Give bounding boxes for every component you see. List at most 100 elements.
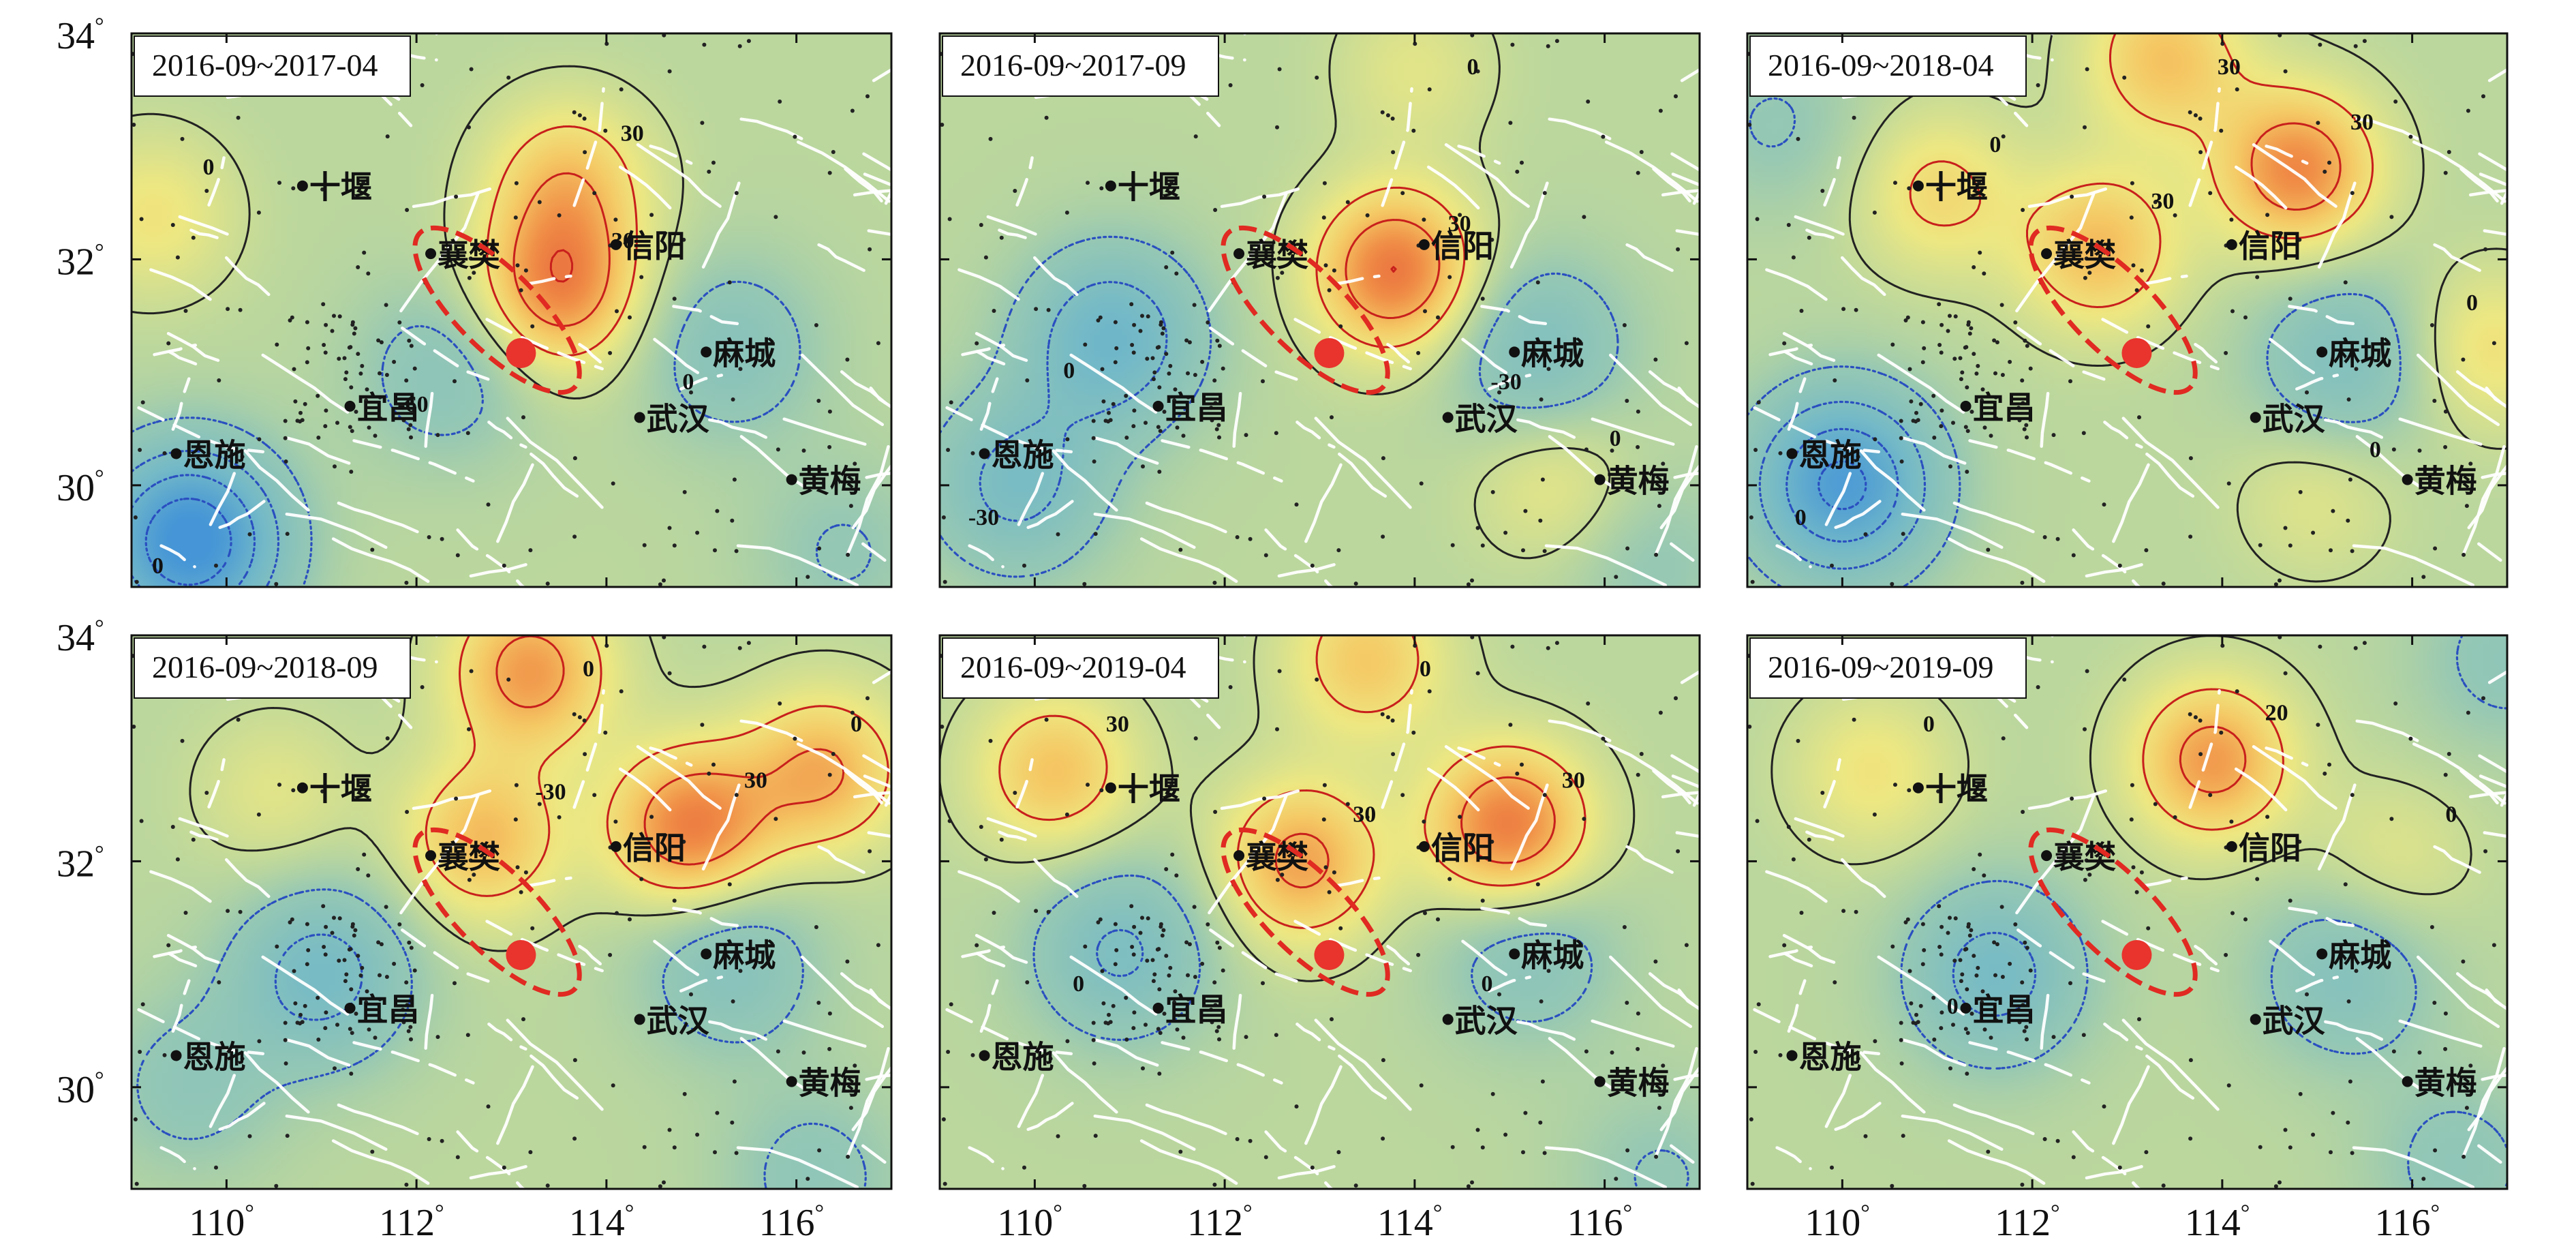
fault-line (218, 500, 266, 529)
fault-line (2265, 746, 2309, 767)
panel-title-box: 2016-09~2019-04 (942, 637, 1219, 699)
station-dot (440, 536, 444, 541)
station-dot (175, 255, 180, 260)
station-dot (1082, 1183, 1087, 1188)
station-dot (404, 378, 409, 383)
station-dot (1381, 534, 1385, 539)
station-dot (715, 509, 720, 513)
station-dot (1899, 1020, 1903, 1025)
fault-line (884, 188, 891, 205)
fault-line (1381, 87, 1413, 207)
station-dot (853, 462, 857, 466)
fault-line (1488, 976, 1532, 993)
contour-line (2179, 725, 2247, 793)
fault-line (2112, 1065, 2150, 1145)
station-dot (1336, 1150, 1341, 1155)
fault-line (1386, 342, 1415, 368)
station-dot (1658, 710, 1663, 715)
fault-line (853, 189, 891, 197)
fault-line (487, 421, 527, 449)
station-dot (1065, 437, 1070, 442)
station-dot (1907, 367, 1912, 372)
station-dot (2144, 548, 2149, 553)
station-dot (734, 1151, 739, 1155)
station-dot (349, 1072, 354, 1076)
city-label: 襄樊 (1246, 838, 1308, 875)
station-dot (2085, 67, 2089, 72)
station-dot (1170, 852, 1175, 857)
station-dot (2346, 518, 2350, 523)
station-dot (817, 546, 822, 551)
fault-line (863, 774, 891, 789)
station-dot (364, 398, 369, 403)
fault-line (998, 228, 1036, 243)
station-dot (979, 223, 983, 227)
station-dot (713, 1150, 717, 1155)
fault-line (1608, 353, 1693, 427)
station-dot (2432, 1001, 2437, 1005)
fault-line (1293, 318, 1412, 371)
station-dot (170, 825, 175, 829)
station-dot (2130, 181, 2134, 185)
city-label: 宜昌 (1165, 389, 1228, 426)
fault-line (1026, 500, 1074, 529)
station-dot (1385, 715, 1390, 720)
station-dot (1161, 326, 1166, 331)
fault-line (331, 537, 430, 584)
station-dot (1458, 213, 1462, 217)
station-dot (1918, 402, 1923, 406)
contour-label: 0 (2370, 437, 2381, 462)
fault-line (218, 1102, 266, 1131)
station-dot (1132, 408, 1137, 413)
fault-line (1381, 689, 1413, 809)
station-dot (1965, 470, 1969, 474)
station-dot (831, 752, 835, 756)
city-marker (425, 248, 437, 260)
station-dot (806, 1177, 810, 1181)
station-dot (1353, 581, 1358, 586)
station-dot (1365, 815, 1370, 819)
station-dot (1400, 191, 1405, 196)
station-dot (2161, 581, 2166, 586)
contour-label: 20 (2265, 700, 2288, 725)
panel-title: 2016-09~2019-09 (1768, 650, 1994, 684)
fault-line (424, 993, 434, 1050)
fault-line (1457, 746, 1501, 767)
station-dot (519, 890, 523, 894)
station-dot (378, 417, 383, 421)
station-dot (667, 671, 672, 676)
station-dot (1345, 200, 1350, 205)
fault-line (1840, 256, 1886, 297)
station-dot (405, 208, 410, 212)
station-dot (277, 181, 281, 185)
station-dot (1939, 952, 1944, 957)
station-dot (2464, 1106, 2469, 1110)
station-dot (992, 911, 996, 915)
station-dot (2102, 502, 2106, 507)
station-dot (506, 677, 511, 682)
x-tick-label: 110° (997, 1200, 1062, 1240)
station-dot (2243, 315, 2248, 320)
fault-line (653, 939, 700, 976)
fault-line (861, 542, 891, 566)
station-dot (949, 400, 953, 405)
station-dot (1186, 1018, 1191, 1023)
station-dot (1212, 980, 1217, 985)
station-dot (1178, 547, 1183, 552)
station-dot (1480, 297, 1485, 301)
city-label: 信阳 (2239, 830, 2301, 866)
station-dot (1969, 410, 1974, 414)
fault-line (2085, 1165, 2143, 1180)
station-dot (1161, 928, 1166, 933)
station-dot (846, 1154, 850, 1159)
station-dot (2350, 793, 2355, 798)
city-label: 麻城 (1521, 335, 1584, 372)
station-dot (1146, 916, 1150, 921)
city-marker (296, 782, 308, 793)
fault-line (209, 1074, 236, 1128)
station-dot (999, 235, 1004, 240)
station-dot (1450, 1145, 1455, 1149)
station-dot (453, 981, 457, 986)
station-dot (1466, 1184, 1471, 1189)
station-dot (352, 933, 356, 938)
